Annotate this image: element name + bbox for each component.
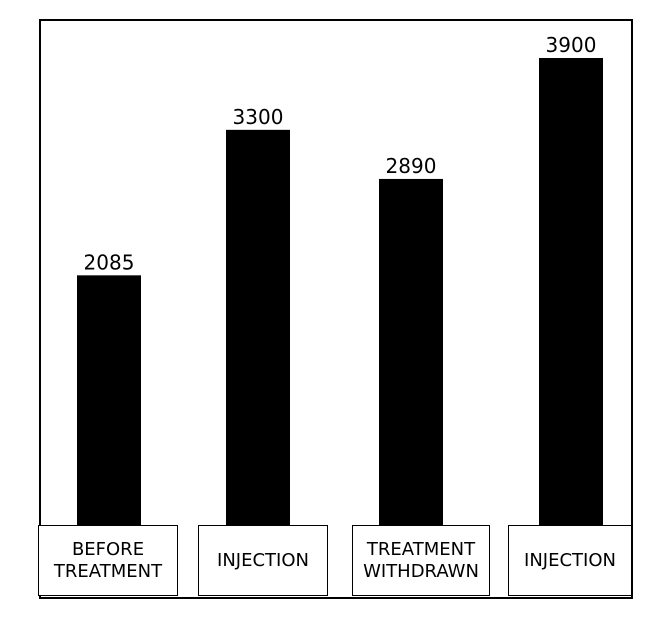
chart-frame: [39, 19, 633, 599]
value-label: 3900: [546, 33, 597, 57]
bar: [226, 129, 290, 525]
bar: [77, 275, 141, 525]
x-tick-label: BEFORE TREATMENT: [38, 525, 178, 596]
bar: [539, 58, 603, 525]
value-label: 2890: [386, 154, 437, 178]
x-tick-label: INJECTION: [198, 525, 328, 596]
value-label: 3300: [233, 105, 284, 129]
x-tick-label: INJECTION: [508, 525, 632, 596]
bar: [379, 178, 443, 525]
value-label: 2085: [84, 250, 135, 274]
x-tick-label: TREATMENT WITHDRAWN: [352, 525, 490, 596]
